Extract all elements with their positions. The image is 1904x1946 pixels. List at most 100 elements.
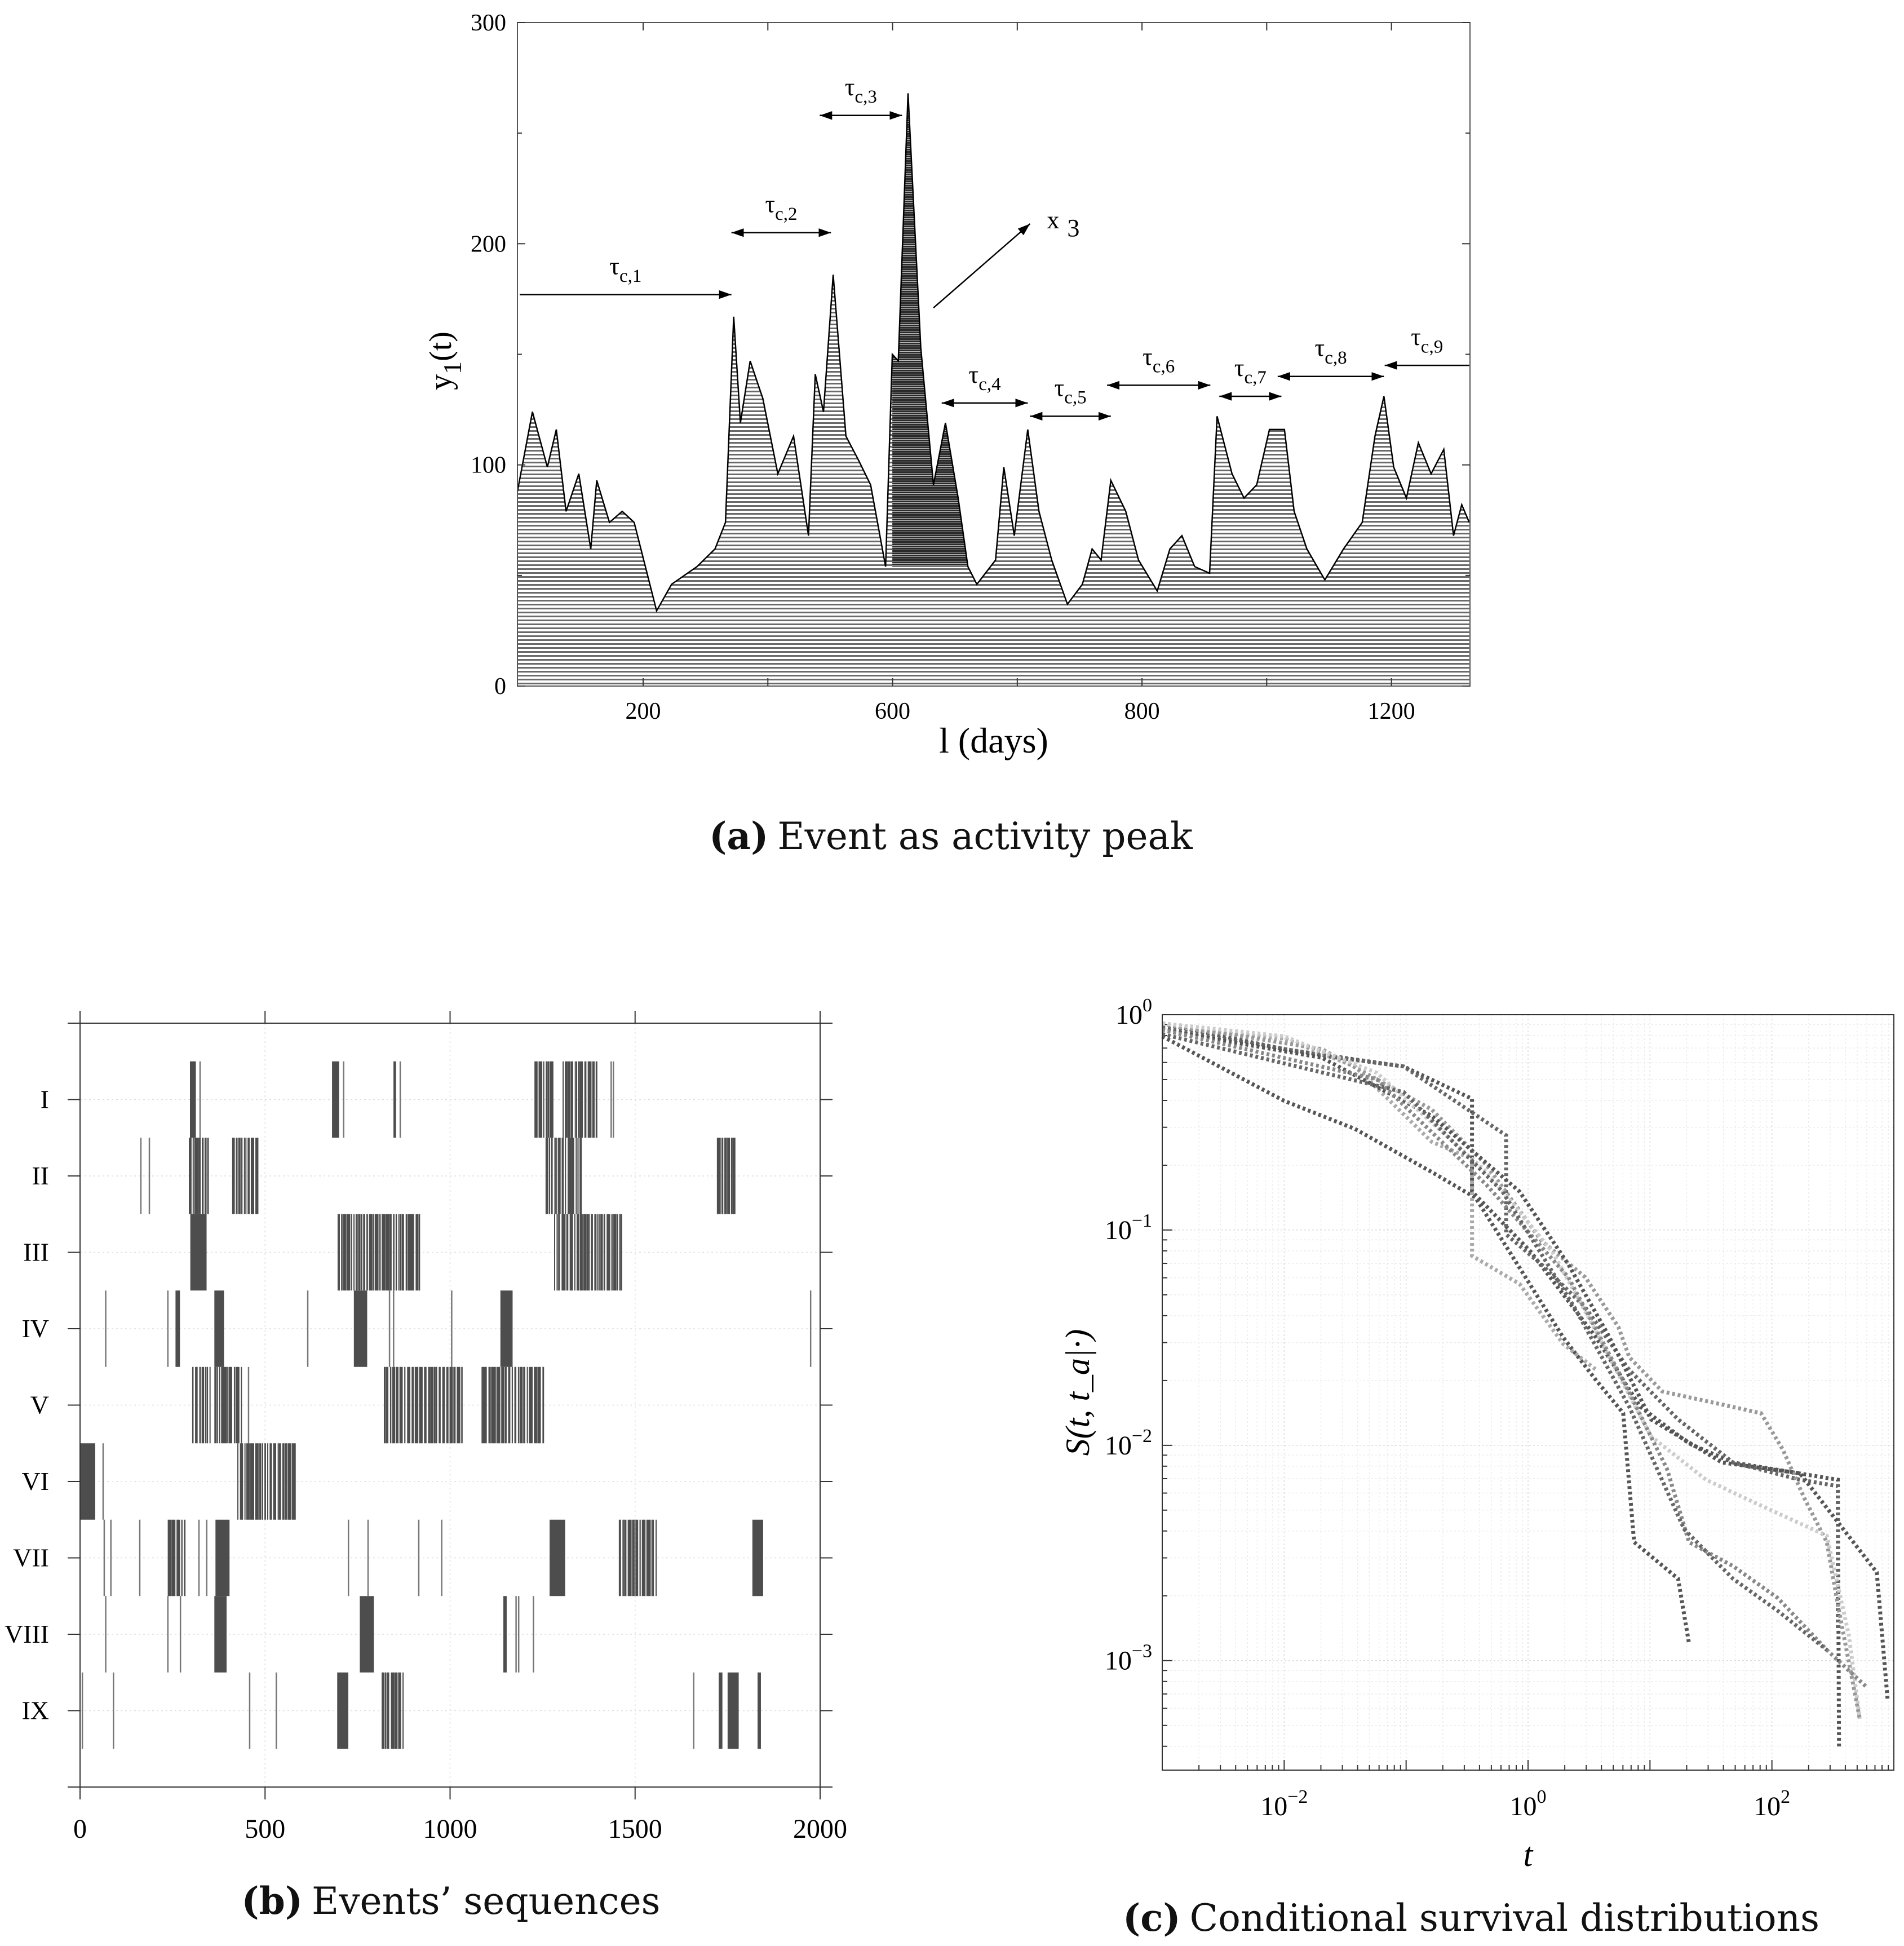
event-mark	[307, 1290, 309, 1367]
event-burst	[398, 1214, 400, 1291]
event-burst	[449, 1366, 453, 1444]
event-burst	[577, 1138, 579, 1214]
event-burst	[235, 1366, 240, 1444]
event-burst	[752, 1519, 763, 1596]
event-burst	[389, 1214, 392, 1291]
event-burst	[598, 1214, 600, 1291]
event-burst	[561, 1214, 566, 1291]
event-burst	[219, 1366, 220, 1444]
event-burst	[402, 1672, 404, 1749]
x-axis-label: t	[1524, 1836, 1534, 1873]
event-mark	[167, 1596, 169, 1673]
event-burst	[547, 1061, 550, 1138]
event-burst	[204, 1138, 207, 1214]
event-burst	[574, 1214, 575, 1291]
event-burst	[201, 1366, 205, 1444]
event-mark	[103, 1519, 105, 1596]
event-burst	[639, 1519, 641, 1596]
event-burst	[554, 1214, 555, 1291]
event-burst	[189, 1138, 192, 1214]
event-burst	[184, 1519, 186, 1596]
event-burst	[429, 1366, 431, 1444]
interval-label: τc,7	[1234, 354, 1267, 388]
event-burst	[337, 1214, 340, 1291]
event-burst	[247, 1138, 250, 1214]
event-burst	[228, 1366, 232, 1444]
y-tick-base: 10	[1105, 1431, 1132, 1461]
event-burst	[411, 1366, 414, 1444]
event-burst	[568, 1138, 572, 1214]
interval-label-main: τ	[1411, 323, 1421, 351]
y-tick-label: 10−2	[1105, 1426, 1152, 1461]
y-tick-label: 100	[1115, 995, 1152, 1030]
event-burst	[596, 1214, 598, 1291]
event-burst	[613, 1214, 617, 1291]
interval-label-sub: c,2	[775, 204, 797, 224]
event-burst	[488, 1366, 490, 1444]
peak-pointer-arrow	[933, 223, 1031, 309]
event-burst	[563, 1061, 564, 1138]
event-burst	[558, 1138, 561, 1214]
interval-label-sub: c,9	[1421, 337, 1443, 357]
event-burst	[719, 1672, 723, 1749]
event-burst	[214, 1366, 216, 1444]
event-mark	[613, 1061, 614, 1138]
event-burst	[238, 1138, 241, 1214]
event-burst	[246, 1443, 250, 1520]
event-burst	[538, 1061, 543, 1138]
event-burst	[504, 1366, 507, 1444]
x-tick-exp: 0	[1537, 1786, 1547, 1807]
y-axis-label-sub: 1	[438, 361, 467, 374]
x-tick-label: 1000	[423, 1814, 477, 1844]
event-burst	[373, 1214, 375, 1291]
event-burst	[635, 1519, 639, 1596]
row-label: III	[23, 1238, 49, 1267]
interval-label-main: τ	[1234, 354, 1245, 382]
event-burst	[439, 1366, 441, 1444]
event-mark	[367, 1519, 369, 1596]
y-tick-exp: −3	[1132, 1641, 1152, 1662]
caption-a-text: Event as activity peak	[777, 815, 1193, 858]
event-burst	[603, 1214, 605, 1291]
event-burst	[565, 1138, 566, 1214]
event-burst	[282, 1443, 285, 1520]
caption-b: (b) Events’ sequences	[241, 1879, 660, 1923]
y-tick-label: 10−1	[1105, 1210, 1152, 1245]
event-burst	[534, 1366, 537, 1444]
event-burst	[442, 1366, 445, 1444]
event-mark	[451, 1290, 453, 1367]
interval-label-sub: c,5	[1064, 388, 1086, 408]
interval-label: τc,1	[609, 253, 641, 286]
event-burst	[652, 1519, 654, 1596]
event-burst	[207, 1138, 209, 1214]
event-burst	[606, 1214, 609, 1291]
event-burst	[566, 1214, 569, 1291]
event-burst	[431, 1366, 433, 1444]
event-burst	[259, 1443, 262, 1520]
event-burst	[514, 1366, 517, 1444]
y-tick-base: 10	[1105, 1646, 1132, 1676]
x-tick-label: 0	[73, 1814, 87, 1844]
caption-c-tag: (c)	[1123, 1896, 1181, 1940]
event-burst	[353, 1214, 355, 1291]
event-burst	[387, 1672, 389, 1749]
event-mark	[113, 1672, 114, 1749]
event-burst	[360, 1596, 374, 1673]
event-burst	[446, 1366, 449, 1444]
interval-label-main: τ	[765, 191, 775, 218]
event-burst	[646, 1519, 650, 1596]
event-burst	[269, 1443, 272, 1520]
activity-line	[516, 93, 1470, 613]
event-burst	[215, 1519, 230, 1596]
interval-label-sub: c,8	[1325, 348, 1347, 368]
event-burst	[632, 1519, 635, 1596]
survival-curve	[1162, 1032, 1828, 1652]
event-burst	[237, 1443, 239, 1520]
event-burst	[250, 1138, 254, 1214]
event-burst	[410, 1214, 414, 1291]
y-axis-label: S(t, t_a|·)	[1059, 1329, 1096, 1456]
event-burst	[730, 1138, 733, 1214]
